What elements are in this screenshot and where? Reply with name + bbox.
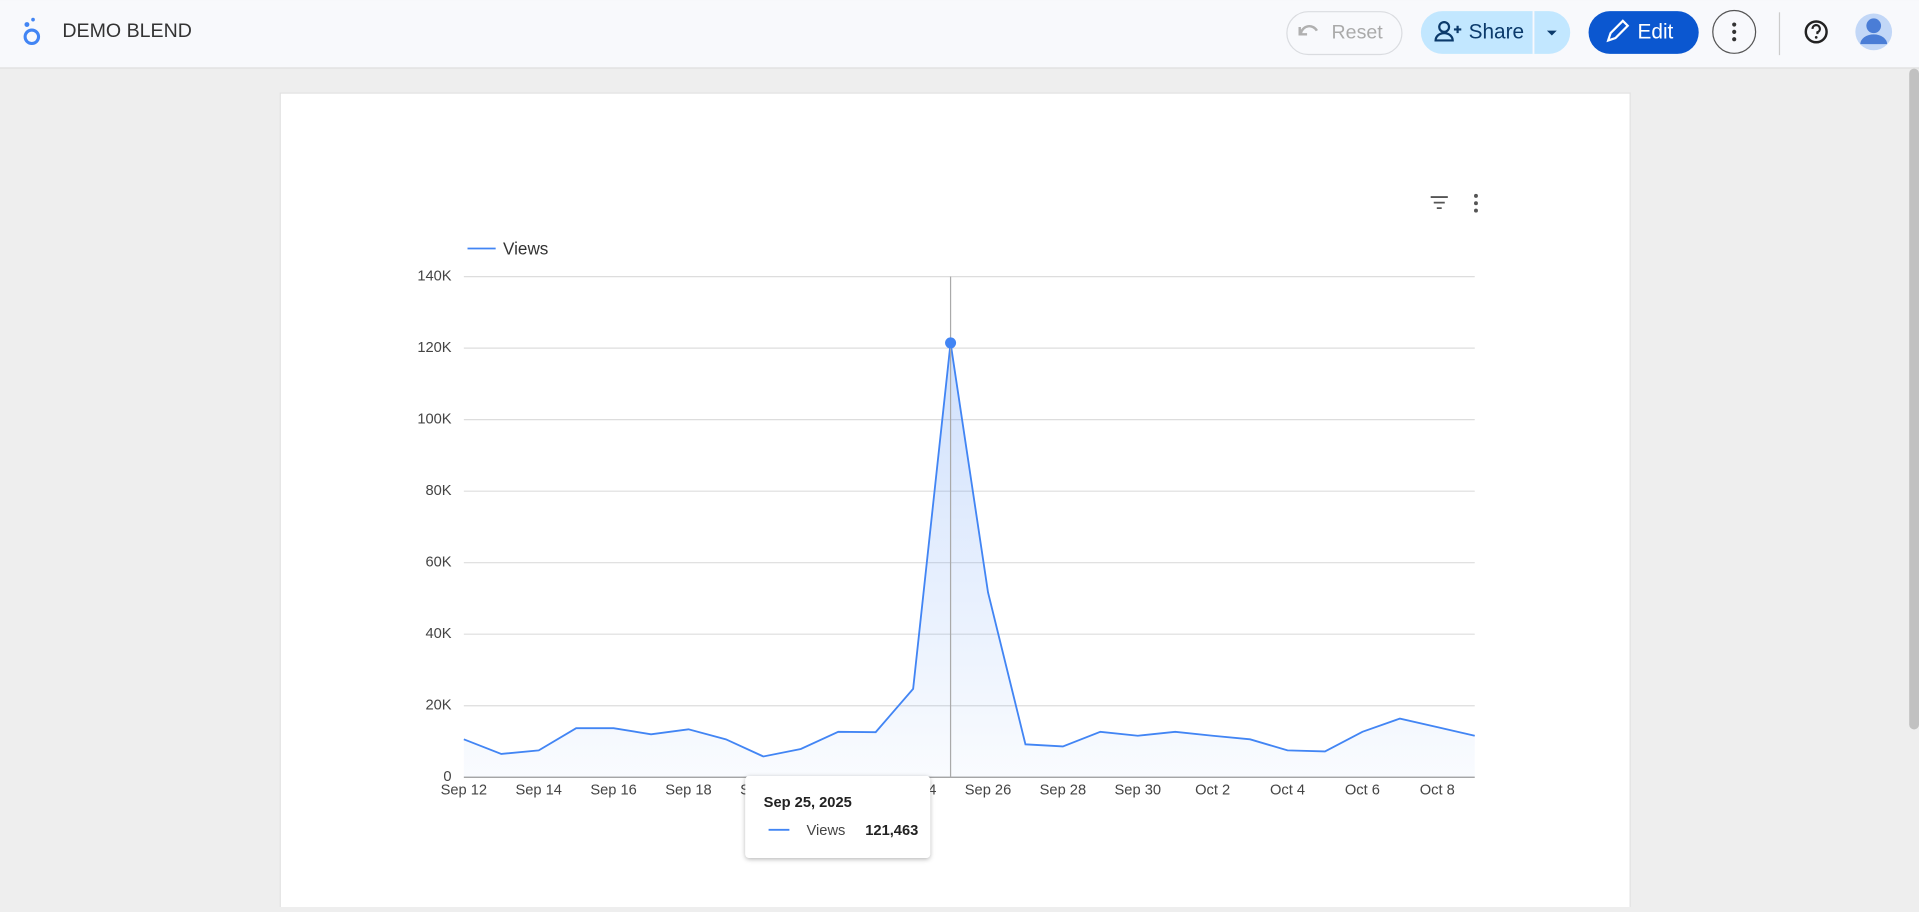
y-tick-label: 40K bbox=[425, 626, 451, 642]
area bbox=[463, 342, 1475, 778]
legend-label: Views bbox=[503, 238, 548, 258]
share-label: Share bbox=[1469, 21, 1525, 44]
y-tick-label: 100K bbox=[417, 412, 451, 428]
tooltip-box bbox=[745, 775, 931, 858]
report-title: DEMO BLEND bbox=[62, 20, 191, 42]
tooltip-series: Views bbox=[807, 823, 846, 839]
y-tick-label: 120K bbox=[417, 340, 451, 356]
more-button[interactable] bbox=[1712, 9, 1757, 54]
highlight-point bbox=[945, 337, 957, 349]
x-tick-label: Sep 12 bbox=[441, 783, 488, 799]
x-tick-label: Sep 18 bbox=[665, 783, 712, 799]
chart-menu-icon[interactable] bbox=[1474, 193, 1478, 213]
edit-label: Edit bbox=[1638, 21, 1674, 44]
x-tick-label: Sep 28 bbox=[1040, 783, 1087, 799]
x-tick-label: Oct 4 bbox=[1270, 783, 1305, 799]
filter-icon[interactable] bbox=[1430, 196, 1448, 210]
chart: 0 20K 40K 60K 80K 100K 120K 140K Sep 12 Sep 14 Sep… bbox=[417, 238, 1475, 858]
share-button[interactable]: Share bbox=[1420, 11, 1571, 54]
scrollbar[interactable] bbox=[1909, 68, 1919, 730]
x-tick-label: Oct 8 bbox=[1420, 783, 1455, 799]
x-tick-label: Oct 2 bbox=[1195, 783, 1230, 799]
line bbox=[463, 342, 1475, 758]
logo[interactable] bbox=[23, 17, 41, 46]
edit-button[interactable]: Edit bbox=[1588, 11, 1699, 54]
y-tick-label: 60K bbox=[425, 555, 451, 571]
y-tick-label: 140K bbox=[417, 269, 451, 285]
tooltip-value: 121,463 bbox=[865, 823, 918, 839]
y-tick-label: 80K bbox=[425, 483, 451, 499]
x-tick-label: Sep 30 bbox=[1115, 783, 1162, 799]
reset-button[interactable]: Reset bbox=[1286, 11, 1403, 56]
avatar[interactable] bbox=[1855, 13, 1893, 51]
help-button[interactable] bbox=[1804, 20, 1828, 44]
y-tick-label: 20K bbox=[425, 698, 451, 714]
x-tick-label: Sep 16 bbox=[590, 783, 637, 799]
reset-label: Reset bbox=[1332, 21, 1384, 43]
x-tick-label: Sep 14 bbox=[515, 783, 562, 799]
tooltip-title: Sep 25, 2025 bbox=[764, 795, 852, 811]
y-tick-label: 0 bbox=[443, 769, 451, 785]
x-tick-label: Oct 6 bbox=[1345, 783, 1380, 799]
x-tick-label: Sep 26 bbox=[965, 783, 1012, 799]
tooltip: Sep 25, 2025 Views 121,463 bbox=[745, 775, 931, 858]
